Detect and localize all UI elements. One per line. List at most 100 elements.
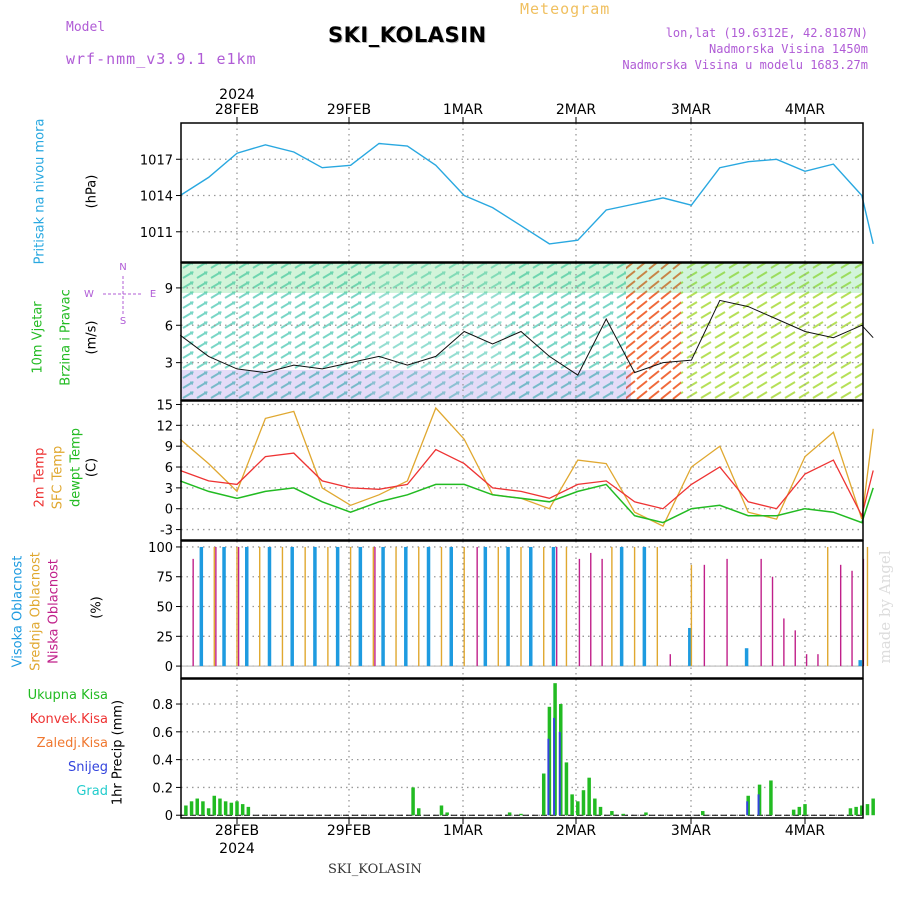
cloud-mid-bar: [281, 546, 284, 667]
panel-frame-cloud: [180, 540, 864, 679]
precip-snow-bar: [757, 794, 760, 816]
precip-total-bar: [206, 808, 211, 816]
cloud-low-bar: [805, 654, 808, 667]
precip-total-bar: [445, 812, 449, 816]
precip-legend-grad: Grad: [76, 784, 108, 799]
panel-frame-temp: [180, 400, 864, 541]
cloud-low-bar: [374, 546, 376, 667]
cloud-low-bar: [760, 558, 762, 667]
date-label-bottom: 4MAR: [785, 823, 826, 839]
compass-n: N: [119, 262, 126, 273]
y-tick-label: 0.6: [152, 726, 173, 741]
cloud-low-bar: [669, 654, 671, 667]
cloud-mid-bar: [349, 546, 352, 667]
cloud-mid-bar: [520, 546, 522, 667]
date-label-bottom: 2MAR: [556, 823, 597, 839]
dewpt-line: [179, 480, 874, 524]
date-label-bottom: 1MAR: [443, 823, 484, 839]
precip-total-bar: [417, 808, 421, 816]
elevation-info: Nadmorska Visina 1450m: [709, 42, 868, 56]
y-tick-label: 12: [156, 419, 173, 434]
y-tick-label: 6: [165, 461, 173, 476]
precip-total-bar: [610, 811, 614, 816]
cloud-mid-bar: [565, 546, 568, 667]
date-label-bottom: 3MAR: [671, 823, 712, 839]
precip-total-bar: [201, 801, 205, 816]
compass-cross-icon: [103, 276, 143, 314]
y-tick-label: 6: [165, 319, 173, 334]
cloud-high-bar: [381, 546, 385, 667]
cloud-high-bar: [404, 546, 408, 667]
y-tick-label: 50: [156, 601, 173, 616]
precip-total-bar: [507, 812, 512, 816]
y-tick-label: 3: [165, 482, 173, 497]
precip-snow-bar: [558, 731, 561, 816]
cloud-low-bar: [578, 558, 581, 667]
y-tick-label: 25: [156, 630, 173, 645]
date-label-top: 1MAR: [443, 102, 484, 118]
cloud-mid-bar: [395, 546, 397, 667]
precip-total-bar: [865, 804, 870, 816]
cloud-high-bar: [506, 546, 510, 667]
model-name: wrf-nmm_v3.9.1 e1km: [66, 50, 257, 68]
meteogram-title: Meteogram: [520, 0, 611, 18]
cloud-high-bar: [222, 546, 226, 667]
cloud-high-bar: [619, 546, 624, 667]
y-tick-label: -3: [160, 524, 173, 539]
precip-total-bar: [576, 801, 580, 816]
precip-total-bar: [587, 777, 591, 816]
date-label-top: 4MAR: [785, 102, 826, 118]
precip-total-bar: [246, 806, 251, 816]
y-tick-label: 9: [165, 282, 173, 297]
cloud-high-bar: [358, 546, 363, 667]
cloud-high-bar: [449, 546, 453, 667]
cloud-mid-bar: [259, 546, 261, 667]
sfc-temp-line: [179, 406, 874, 527]
precip-total-bar: [871, 798, 875, 816]
precip-total-bar: [848, 808, 853, 816]
precip-snow-bar: [746, 801, 749, 816]
y-tick-label: 0.8: [152, 698, 173, 713]
date-label-top: 28FEB: [215, 102, 259, 118]
y-tick-label: 75: [156, 571, 173, 586]
cloud-mid-bar: [440, 546, 443, 667]
precip-total-bar: [229, 802, 234, 816]
cloud-high-bar: [483, 546, 488, 667]
cloud-high-bar: [267, 546, 272, 667]
compass-w: W: [84, 289, 94, 300]
precip-total-bar: [769, 780, 773, 816]
date-label-top: 2MAR: [556, 102, 597, 118]
temp-2m-line: [179, 448, 874, 518]
panel-frame-pressure: [180, 122, 864, 263]
cloud-high-bar: [529, 546, 533, 667]
date-label-top: 3MAR: [671, 102, 712, 118]
cloud-low-bar: [476, 546, 478, 667]
cloud-mid-bar: [690, 564, 693, 667]
precip-legend-frz: Zaledj.Kisa: [36, 736, 108, 751]
cloud-high-bar: [199, 546, 204, 667]
cloud-high-bar: [551, 546, 556, 667]
precip-total-bar: [235, 801, 239, 816]
precip-total-bar: [791, 809, 796, 816]
precip-total-bar: [797, 806, 802, 816]
cloud-high-bar: [313, 546, 317, 667]
date-label-bottom: 28FEB: [215, 823, 259, 839]
precip-total-bar: [439, 805, 444, 816]
cloud-low-bar: [794, 630, 796, 667]
precip-total-bar: [581, 790, 586, 816]
cloud-low-bar: [601, 558, 603, 667]
y-tick-label: 100: [148, 541, 173, 556]
cloud-high-bar: [335, 546, 340, 667]
cloud-mid-bar: [236, 546, 238, 667]
cloud-high-bar: [744, 648, 749, 667]
panel-frame-precip: [180, 678, 864, 819]
precip-total-bar: [860, 805, 864, 816]
cloud-low-bar: [703, 564, 706, 667]
cloud-high-bar: [688, 627, 692, 667]
cloud-mid-bar: [327, 546, 329, 667]
precip-total-bar: [854, 806, 858, 816]
y-tick-label: 9: [165, 440, 173, 455]
year-label-bottom: 2024: [219, 841, 255, 857]
wind-arrows-field: [181, 263, 863, 400]
cloud-mid-bar: [866, 546, 869, 667]
